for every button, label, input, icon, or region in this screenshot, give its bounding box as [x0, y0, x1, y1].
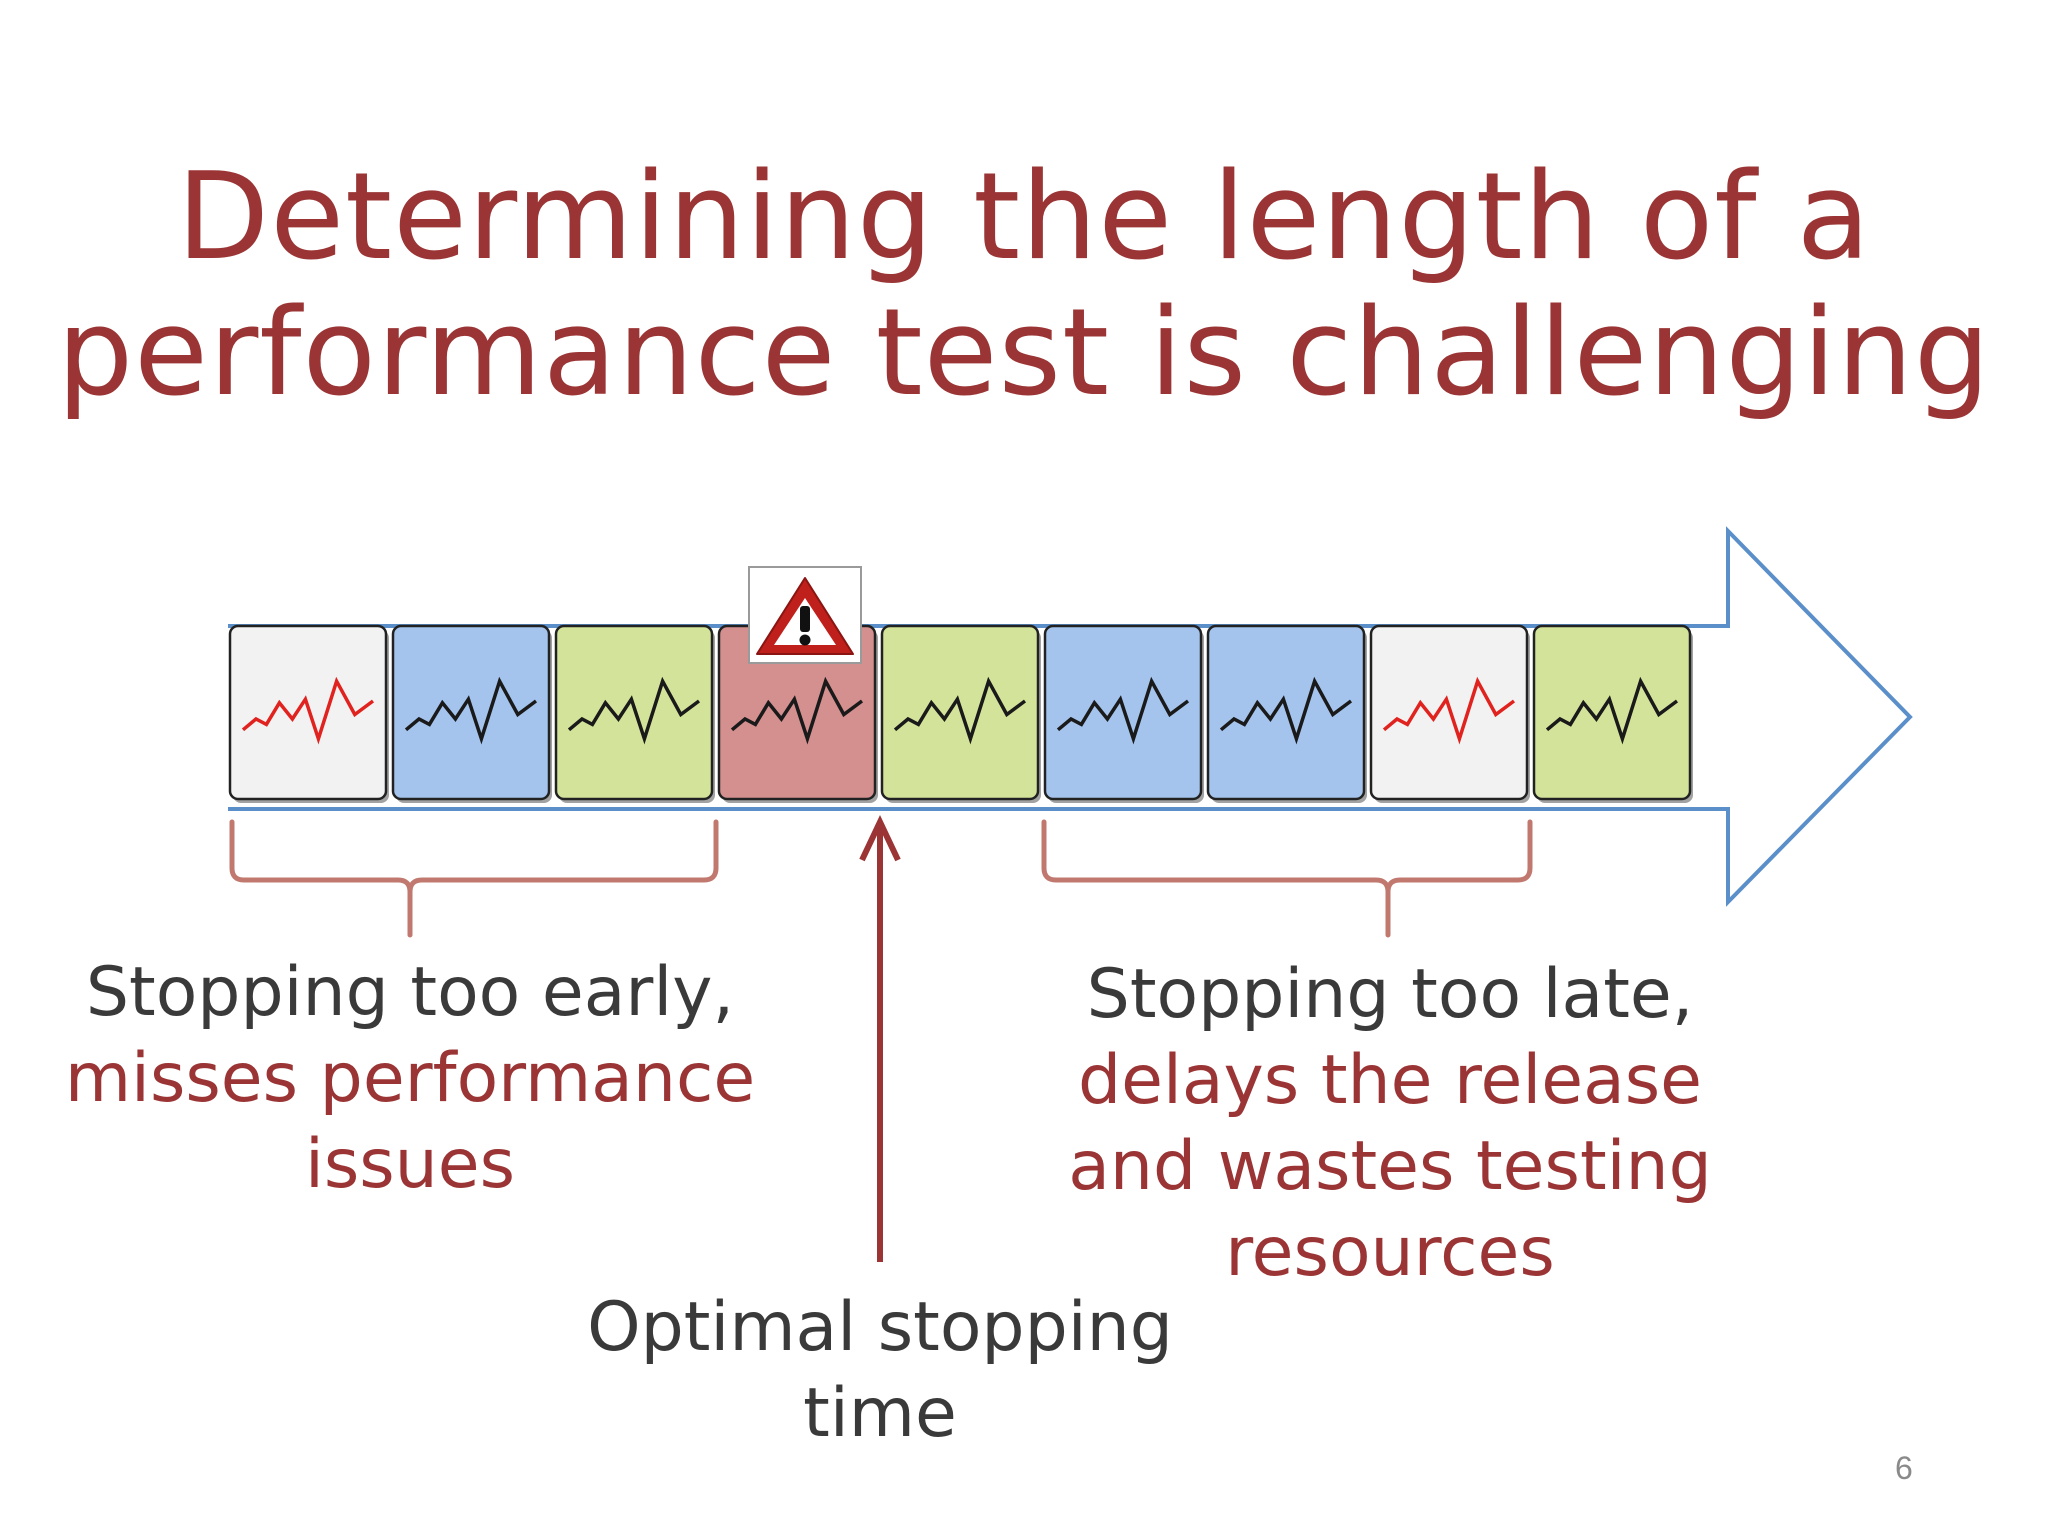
- late-note-line-3: and wastes testing: [1068, 1127, 1712, 1206]
- late-note-line-1: Stopping too late,: [1086, 955, 1694, 1034]
- timeline-box-normal: [228, 624, 389, 803]
- early-note-line-2: misses performance: [64, 1039, 756, 1118]
- late-bracket: [1041, 819, 1533, 938]
- early-bracket: [229, 819, 719, 938]
- sparkline-icon: [241, 676, 375, 745]
- timeline-box-pass: [1532, 624, 1693, 803]
- timeline-box-normal: [1369, 624, 1530, 803]
- page-number: 6: [1895, 1450, 1913, 1486]
- slide-title: Determining the length of a performance …: [0, 150, 2048, 422]
- early-note-line-3: issues: [304, 1125, 516, 1204]
- timeline-box-pass: [554, 624, 715, 803]
- sparkline-icon: [567, 676, 701, 745]
- sparkline-icon: [1056, 676, 1190, 745]
- late-note-line-4: resources: [1225, 1213, 1555, 1292]
- title-line-1: Determining the length of a: [176, 148, 1872, 287]
- timeline-box-regression: [717, 624, 878, 803]
- optimal-stop-note: Optimal stopping time: [530, 1285, 1230, 1457]
- optimal-time-arrow: [859, 814, 901, 1262]
- timeline-boxes: [228, 624, 1693, 803]
- timeline-box-pass: [1043, 624, 1204, 803]
- sparkline-icon: [1382, 676, 1516, 745]
- optimal-note-line-1: Optimal stopping: [587, 1288, 1173, 1367]
- sparkline-icon: [730, 676, 864, 745]
- timeline-box-pass: [1206, 624, 1367, 803]
- sparkline-icon: [893, 676, 1027, 745]
- sparkline-icon: [404, 676, 538, 745]
- early-note-line-1: Stopping too early,: [85, 953, 735, 1032]
- sparkline-icon: [1545, 676, 1679, 745]
- optimal-note-line-2: time: [803, 1374, 957, 1453]
- sparkline-icon: [1219, 676, 1353, 745]
- warning-triangle-icon: [748, 566, 862, 664]
- late-stop-note: Stopping too late, delays the release an…: [1040, 952, 1740, 1296]
- timeline-box-pass: [880, 624, 1041, 803]
- title-line-2: performance test is challenging: [56, 284, 1992, 423]
- timeline-box-pass: [391, 624, 552, 803]
- late-note-line-2: delays the release: [1077, 1041, 1703, 1120]
- early-stop-note: Stopping too early, misses performance i…: [60, 950, 760, 1208]
